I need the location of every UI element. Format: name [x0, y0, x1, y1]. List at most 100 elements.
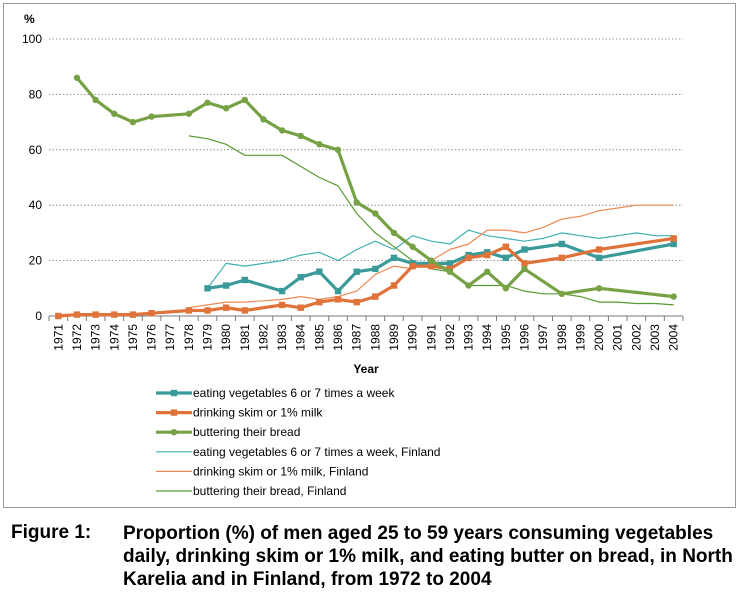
x-tick-label: 1981 [238, 324, 252, 351]
data-point [521, 260, 528, 267]
data-point [372, 293, 379, 300]
legend-entry: buttering their bread, Finland [156, 484, 346, 498]
data-point [334, 296, 342, 303]
data-point [148, 310, 155, 317]
x-tick-label: 1980 [219, 324, 233, 351]
data-point [241, 307, 248, 314]
x-tick-label: 1974 [107, 324, 121, 351]
series-3 [73, 74, 677, 300]
x-tick-label: 1983 [275, 324, 289, 351]
data-point [111, 110, 118, 117]
data-point [670, 240, 677, 248]
legend-label: drinking skim or 1% milk, Finland [193, 464, 368, 478]
x-tick-label: 1999 [573, 324, 587, 351]
x-tick-label: 1996 [518, 324, 532, 351]
data-point [502, 285, 510, 292]
data-point [558, 254, 565, 262]
figure-caption: Figure 1: Proportion (%) of men aged 25 … [0, 522, 740, 600]
data-point [204, 307, 211, 314]
data-point [129, 311, 137, 318]
x-tick-label: 1977 [163, 324, 177, 351]
chart-frame: 0 20 40 60 80 100% 1971 1972 1973 1974 1975 1976 197… [3, 3, 736, 508]
data-point [92, 96, 99, 104]
data-point [334, 287, 342, 295]
legend: eating vegetables 6 or 7 times a week dri… [156, 386, 440, 498]
data-point [241, 96, 248, 104]
data-point [484, 268, 491, 275]
x-tick-label: 1984 [294, 324, 308, 351]
data-point [409, 262, 416, 270]
legend-marker [170, 429, 178, 436]
x-tick-label: 1995 [499, 324, 513, 351]
data-point [316, 298, 323, 306]
data-point [129, 118, 137, 126]
x-tick-label: 1988 [368, 324, 382, 351]
data-point [297, 132, 304, 140]
x-tick-label: 1987 [350, 324, 364, 351]
data-point [222, 304, 230, 311]
y-tick-label: 80 [29, 87, 43, 101]
x-tick-label: 2004 [667, 324, 681, 351]
x-tick-label: 1992 [443, 324, 457, 351]
data-point [502, 243, 510, 250]
x-tick-label: 1993 [462, 324, 476, 351]
legend-label: drinking skim or 1% milk [193, 406, 323, 420]
data-point [204, 285, 211, 292]
data-point [148, 113, 155, 120]
x-tick-label: 1971 [51, 324, 65, 351]
x-tick-label: 2000 [592, 324, 606, 351]
data-point [334, 146, 342, 153]
x-tick-label: 2002 [629, 324, 643, 351]
y-tick-label: 20 [29, 254, 43, 268]
data-point [316, 141, 323, 148]
legend-entry: eating vegetables 6 or 7 times a week, F… [156, 445, 440, 459]
series-lines [55, 74, 677, 320]
data-point [595, 246, 603, 253]
x-tick-label: 1973 [89, 324, 103, 351]
x-tick-label: 1998 [555, 324, 569, 351]
data-point [390, 282, 398, 289]
data-point [595, 254, 603, 262]
data-point [409, 243, 416, 250]
data-point [558, 240, 565, 248]
data-point [670, 235, 677, 242]
data-point [73, 311, 81, 318]
data-point [278, 287, 286, 295]
series-4 [207, 229, 674, 289]
data-point [204, 99, 211, 106]
x-tick-label: 1990 [406, 324, 420, 351]
x-tick-label: 1994 [480, 324, 494, 351]
legend-label: buttering their bread [193, 425, 300, 439]
data-point [670, 293, 677, 300]
legend-entry: eating vegetables 6 or 7 times a week [156, 386, 395, 400]
data-point [372, 265, 379, 273]
data-point [484, 251, 491, 259]
series-line [75, 76, 674, 299]
x-tick-label: 1986 [331, 324, 345, 351]
caption-label: Figure 1: [11, 522, 92, 543]
data-point [222, 282, 230, 289]
legend-entry: drinking skim or 1% milk, Finland [156, 464, 368, 478]
data-point [297, 304, 304, 311]
data-point [185, 307, 193, 314]
data-point [521, 246, 528, 253]
data-point [353, 268, 360, 275]
x-tick-label: 1997 [536, 324, 550, 351]
series-6 [188, 135, 674, 306]
gridlines [49, 38, 683, 262]
data-point [260, 116, 267, 123]
x-axis-label: Year [353, 362, 379, 376]
y-tick-label: 40 [29, 198, 43, 212]
legend-marker [170, 389, 178, 397]
y-tick-label: 100 [22, 32, 42, 46]
data-point [390, 229, 398, 237]
data-point [446, 268, 454, 275]
data-point [558, 290, 565, 298]
x-tick-label: 1978 [182, 324, 196, 351]
x-tick-label: 1979 [201, 324, 215, 351]
data-point [92, 311, 99, 318]
y-tick-label: 60 [29, 143, 43, 157]
x-tick-label: 1985 [312, 324, 326, 351]
data-point [595, 285, 603, 292]
data-point [222, 105, 230, 112]
